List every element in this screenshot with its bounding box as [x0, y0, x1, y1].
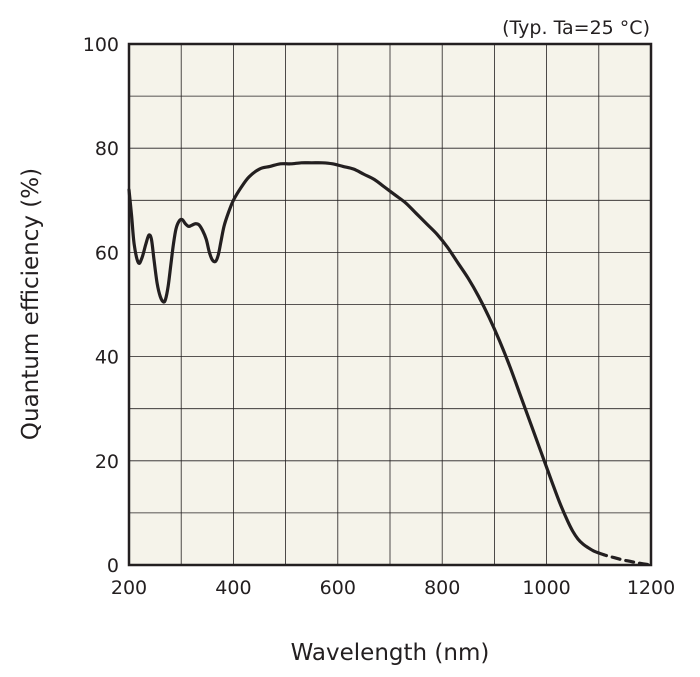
y-tick-label: 20: [95, 451, 119, 473]
x-tick-labels: 200 400 600 800 1000 1200: [111, 577, 675, 599]
y-tick-label: 80: [95, 138, 119, 160]
annotation-typ: (Typ. Ta=25 °C): [502, 17, 650, 39]
plot-frame: [127, 42, 653, 567]
x-tick-label: 400: [215, 577, 251, 599]
y-tick-label: 60: [95, 242, 119, 264]
x-tick-label: 1000: [522, 577, 570, 599]
x-axis-title: Wavelength (nm): [291, 640, 490, 666]
x-tick-label: 600: [320, 577, 356, 599]
x-tick-label: 800: [424, 577, 460, 599]
y-tick-label: 40: [95, 347, 119, 369]
y-tick-label: 100: [83, 34, 119, 56]
qe-curve: [127, 161, 601, 555]
x-tick-label: 200: [111, 577, 147, 599]
y-tick-labels: 0 20 40 60 80 100: [83, 34, 119, 577]
y-axis-title: Quantum efficiency (%): [18, 168, 44, 440]
y-tick-label: 0: [107, 555, 119, 577]
x-tick-label: 1200: [627, 577, 675, 599]
